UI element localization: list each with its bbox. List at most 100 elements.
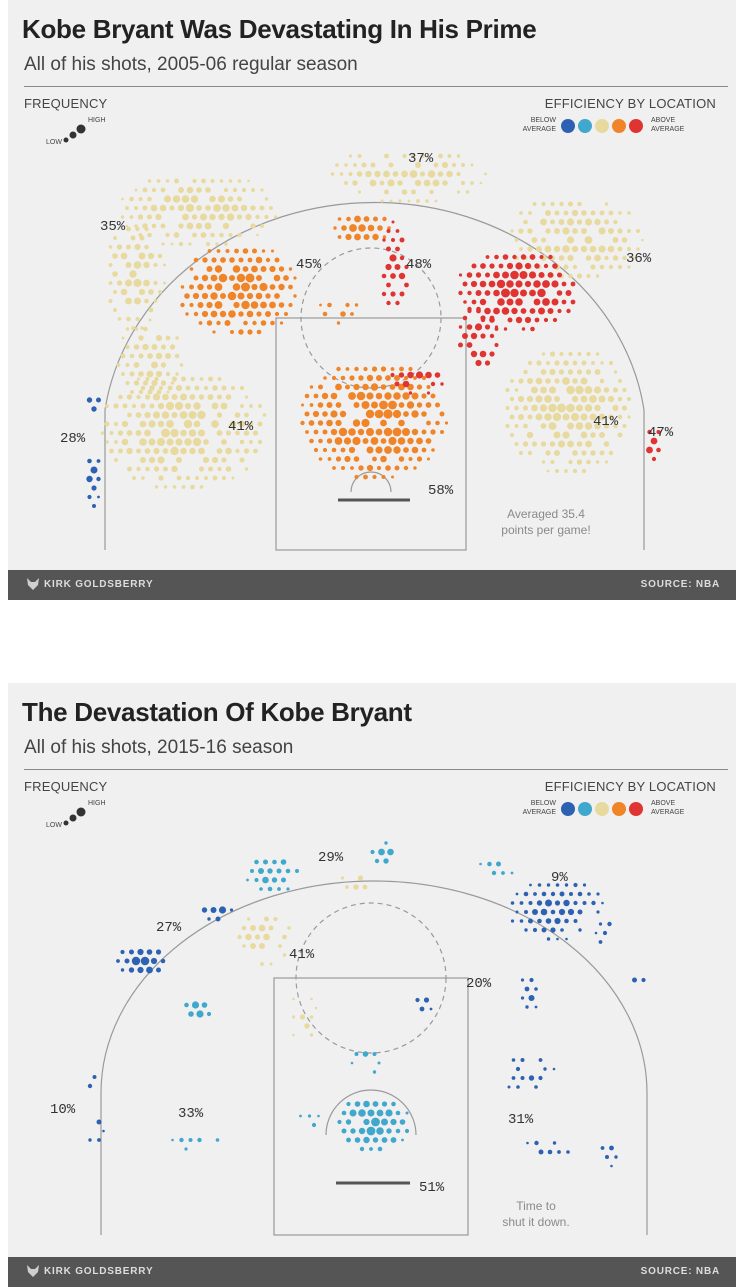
shot-dot [612,404,619,412]
shot-dot [433,162,439,168]
shot-dot [300,420,305,426]
shot-dot [529,254,536,260]
shot-dot [552,1141,557,1145]
shot-dot [584,236,593,244]
shot-dot [463,300,467,304]
shot-dot [363,474,368,480]
shot-dot [510,229,514,233]
shot-dot [193,402,201,410]
shot-dot [278,266,285,272]
shot-dot [250,869,254,873]
shot-dot [118,394,123,400]
shot-dot [536,360,542,366]
shot-dot [126,316,131,322]
shot-dot [549,351,556,357]
shot-dot [175,372,179,376]
shot-dot [340,447,346,453]
shot-dot [520,1076,525,1080]
shot-dot [403,411,409,417]
shot-dot [207,917,211,921]
zone-labels: 35% 37% 36% 45% 48% 28% 41% 41% 47% 58% [60,151,674,499]
shot-dot [196,187,202,193]
shot-dot [566,308,571,314]
shot-dot [528,995,535,1001]
shot-dot [330,172,335,176]
chart-title: Kobe Bryant Was Devastating In His Prime [22,14,537,44]
shot-dot [627,265,631,269]
shot-dot [567,201,574,207]
shot-dot [580,395,588,403]
shot-dot [534,987,538,991]
shot-dot [172,195,181,203]
shot-dot [102,1129,105,1133]
shot-dot [557,272,562,278]
zone-labels: 29% 9% 27% 41% 20% 10% 33% 31% 51% [50,850,568,1196]
shot-dot [151,344,158,350]
shot-dot [146,949,153,955]
shot-dot [170,381,175,385]
shot-dot [165,371,171,377]
shot-dot [140,956,150,966]
shot-dot [363,216,370,222]
shot-dot [501,307,510,315]
efficiency-scale-swatch [578,119,592,133]
shot-dot [479,280,487,288]
shot-dot [160,380,167,386]
shot-dot [635,228,641,234]
shot-dot [582,883,587,887]
shot-dot [537,288,546,298]
shot-dot [317,1114,320,1118]
shot-dot [214,265,223,273]
shot-dot [398,456,405,462]
shot-dot [470,280,478,288]
shot-dot [241,300,250,310]
shot-dot [334,437,343,445]
shot-dot [142,380,149,386]
shot-dot [143,261,150,269]
shot-dot [135,226,140,232]
shot-dot [153,280,158,286]
shot-dot [493,271,500,279]
shot-dot [178,223,184,229]
zone-label-right-midrange: 31% [508,1112,534,1128]
shot-dot [567,254,574,262]
shot-dot [293,294,297,298]
shot-dot [507,317,513,323]
zone-label-right-wing-three: 36% [626,251,652,267]
shot-dot [258,868,264,874]
shot-dot [113,421,119,427]
shot-dot [552,1067,556,1071]
shot-dot [288,302,293,308]
shot-dot [229,420,237,428]
shot-dot [92,1075,97,1079]
shot-dot [157,289,163,295]
shot-dot [419,171,426,177]
shot-dot [516,1085,520,1089]
shot-dot [288,267,293,271]
shot-dot [534,263,540,269]
shot-dot [193,275,199,281]
shot-dot [165,335,171,341]
shot-dot [393,392,401,400]
shot-dot [491,870,497,876]
shot-dot [562,431,570,439]
court-lines [100,880,648,1236]
shot-dot [598,227,606,235]
shot-dot [264,916,269,922]
shot-dot [427,457,430,461]
shot-dot [485,255,490,259]
shot-dot [188,411,197,419]
shot-dot [215,916,221,922]
shot-dot [462,315,468,321]
shot-dot [255,256,263,264]
shot-dot [174,401,184,411]
shot-dot [180,429,187,437]
shot-dot [246,292,254,300]
shot-dot [144,429,151,437]
shot-dot [361,401,370,409]
shot-dot [572,468,578,474]
shot-dot [539,255,544,259]
shot-dot [354,1101,361,1107]
shot-dot [108,281,113,285]
shot-dot [143,279,150,287]
